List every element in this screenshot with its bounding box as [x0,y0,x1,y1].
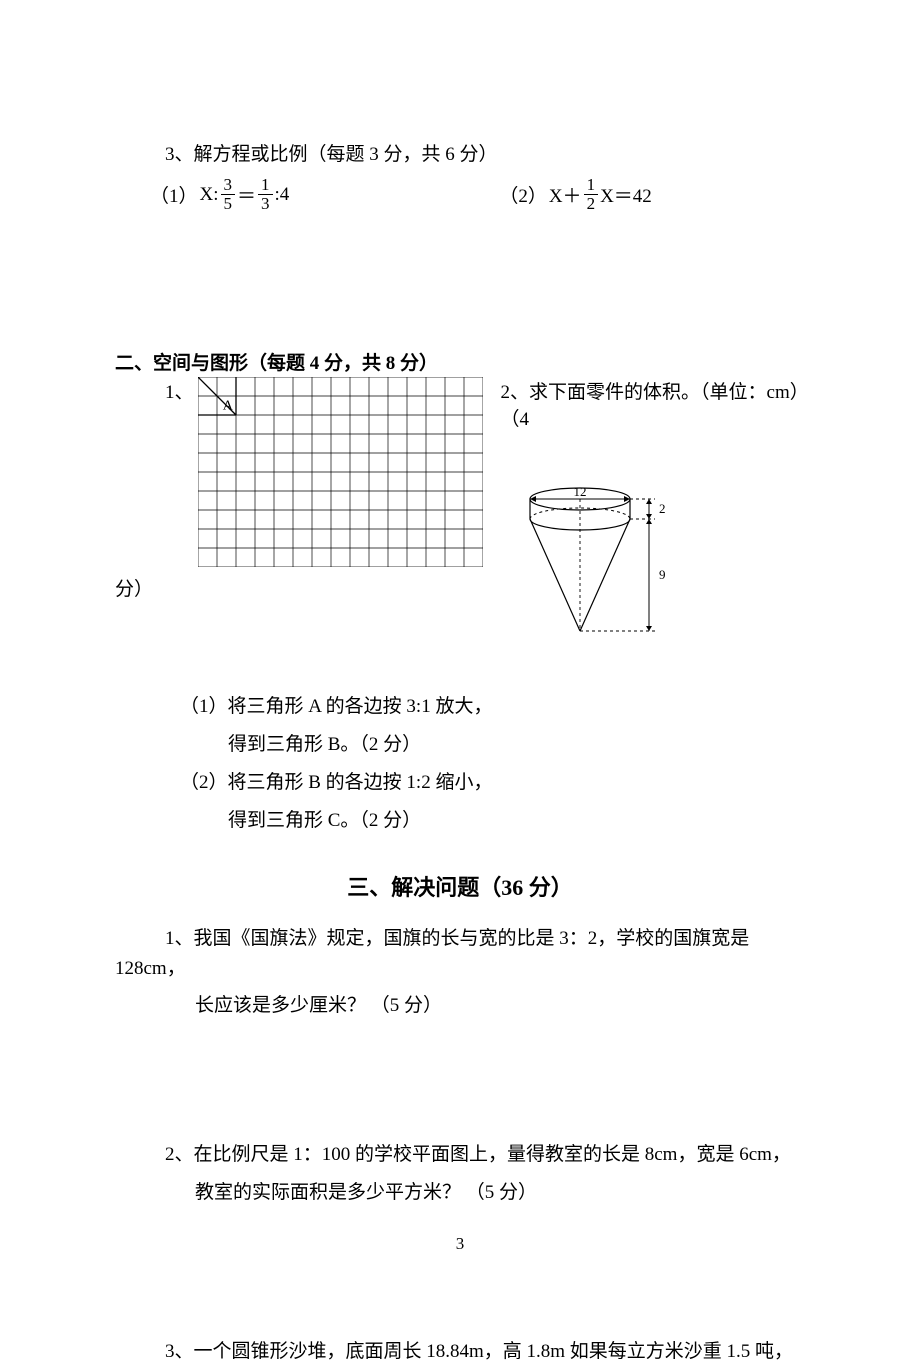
equation-row: （1） X: 3 5 ＝ 1 3 :4 （2） X＋ 1 2 X＝42 [150,176,840,213]
section-2-sublist: （1）将三角形 A 的各边按 3:1 放大， 得到三角形 B。（2 分） （2）… [180,688,805,840]
p1-line1: 1、我国《国旗法》规定，国旗的长与宽的比是 3：2，学校的国旗宽是 [165,924,805,953]
sub2: （2）将三角形 B 的各边按 1:2 缩小， [180,764,805,802]
sub1: （1）将三角形 A 的各边按 3:1 放大， [180,688,805,726]
p1-line3: 长应该是多少厘米？ （5 分） [195,991,805,1020]
problem-3: 3、一个圆锥形沙堆，底面周长 18.84m，高 1.8m 如果每立方米沙重 1.… [115,1337,805,1366]
svg-text:A: A [222,398,233,413]
eq1-frac2: 1 3 [258,176,273,213]
eq2-label: （2） [499,181,547,208]
eq2-num: 1 [584,176,599,195]
eq1-num2: 1 [258,176,273,195]
eq2-den: 2 [584,195,599,213]
problem-1: 1、我国《国旗法》规定，国旗的长与宽的比是 3：2，学校的国旗宽是 128cm，… [115,924,805,1020]
eq2-tail: X＝42 [600,181,652,208]
eq1-x: X: [200,184,219,206]
grid-figure: A [198,377,483,572]
svg-text:2: 2 [659,501,666,516]
eq1-den2: 3 [258,195,273,213]
equation-1: （1） X: 3 5 ＝ 1 3 :4 [150,176,289,213]
question-3-title: 3、解方程或比例（每题 3 分，共 6 分） [165,140,805,170]
p2-line1: 2、在比例尺是 1：100 的学校平面图上，量得教室的长是 8cm，宽是 6cm… [165,1140,805,1169]
eq2-lead: X＋ [549,181,582,208]
eq1-num1: 3 [221,176,236,195]
eq1-frac1: 3 5 [221,176,236,213]
eq1-equals: ＝ [237,181,256,208]
q2-2-text: 2、求下面零件的体积。（单位：cm）（4 [501,377,805,431]
section-3-header: 三、解决问题（36 分） [115,870,805,902]
section-2-header: 二、空间与图形（每题 4 分，共 8 分） [115,348,805,375]
p2-line2: 教室的实际面积是多少平方米？ （5 分） [195,1178,805,1207]
eq1-den1: 5 [221,195,236,213]
page-number: 3 [0,1234,920,1254]
p1-line2: 128cm， [115,954,805,983]
sub1b: 得到三角形 B。（2 分） [228,726,805,764]
equation-2: （2） X＋ 1 2 X＝42 [499,176,651,213]
problem-2: 2、在比例尺是 1：100 的学校平面图上，量得教室的长是 8cm，宽是 6cm… [115,1140,805,1207]
svg-text:9: 9 [659,567,666,582]
q2-1-label: 1、 [165,377,194,404]
svg-text:12: 12 [574,484,587,499]
sub2b: 得到三角形 C。（2 分） [228,802,805,840]
eq2-frac: 1 2 [584,176,599,213]
p3-line1: 3、一个圆锥形沙堆，底面周长 18.84m，高 1.8m 如果每立方米沙重 1.… [165,1337,805,1366]
eq1-tail: :4 [275,184,290,206]
cone-figure: 12 2 9 [510,481,805,646]
eq1-label: （1） [150,181,198,208]
